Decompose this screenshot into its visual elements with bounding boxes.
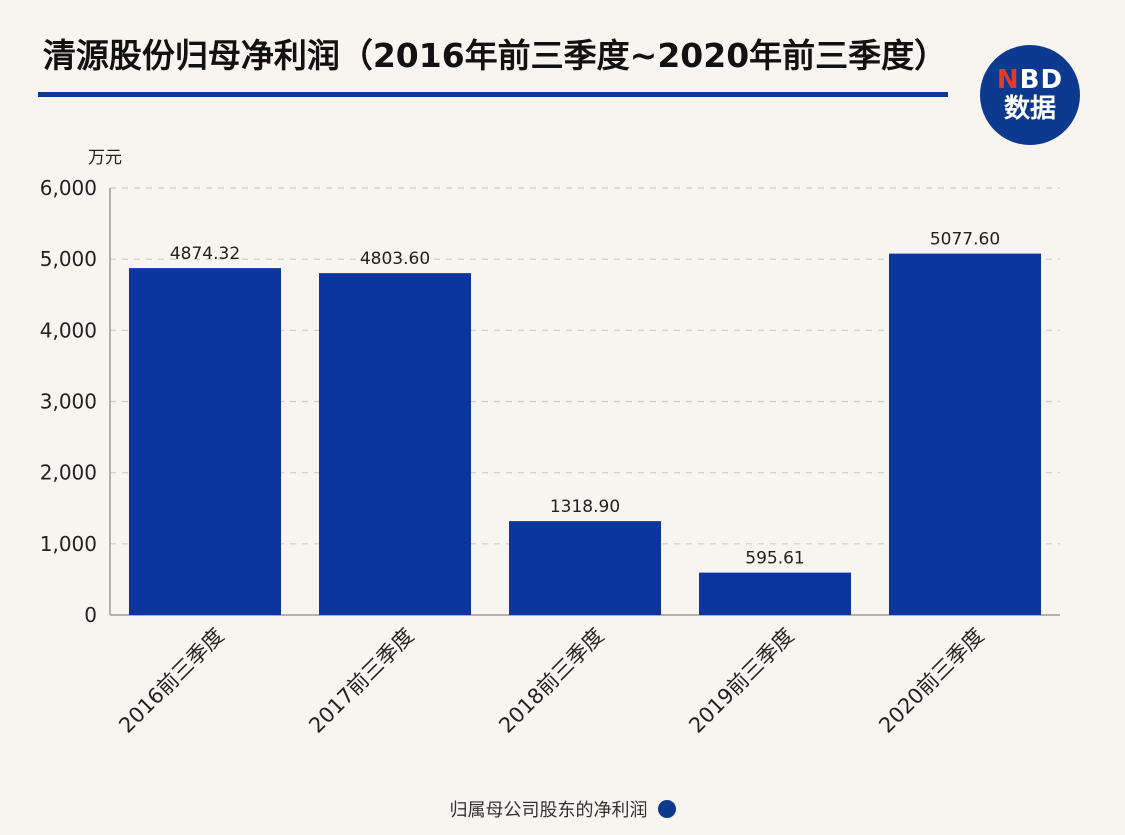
- x-tick-label: 2017前三季度: [304, 624, 418, 738]
- y-tick-label: 4,000: [40, 318, 97, 342]
- logo-data-text: 数据: [1003, 94, 1056, 124]
- x-tick-label: 2020前三季度: [874, 624, 988, 738]
- x-tick-label: 2016前三季度: [114, 624, 228, 738]
- nbd-logo: NBD 数据: [980, 45, 1080, 145]
- y-tick-label: 5,000: [40, 247, 97, 271]
- chart-title: 清源股份归母净利润（2016年前三季度~2020年前三季度）: [42, 36, 948, 75]
- title-underline: [38, 92, 948, 97]
- x-tick-label: 2018前三季度: [494, 624, 608, 738]
- y-tick-label: 2,000: [40, 461, 97, 485]
- y-axis-unit-label: 万元: [88, 148, 122, 168]
- y-tick-label: 3,000: [40, 390, 97, 414]
- y-tick-label: 1,000: [40, 532, 97, 556]
- bar: [129, 268, 281, 615]
- logo-nbd-text: NBD: [996, 65, 1064, 95]
- data-label: 1318.90: [550, 497, 620, 517]
- x-tick-label: 2019前三季度: [684, 624, 798, 738]
- data-label: 4803.60: [360, 249, 430, 269]
- data-label: 5077.60: [930, 230, 1000, 250]
- data-label: 595.61: [745, 549, 804, 569]
- data-label: 4874.32: [170, 244, 240, 264]
- y-tick-label: 6,000: [40, 176, 97, 200]
- bar: [699, 572, 851, 615]
- y-tick-label: 0: [84, 603, 97, 627]
- legend-label: 归属母公司股东的净利润: [449, 800, 648, 821]
- bar: [889, 253, 1041, 615]
- legend-swatch: [657, 800, 676, 818]
- legend: 归属母公司股东的净利润: [0, 796, 1125, 822]
- bar: [509, 521, 661, 615]
- bar: [319, 273, 471, 615]
